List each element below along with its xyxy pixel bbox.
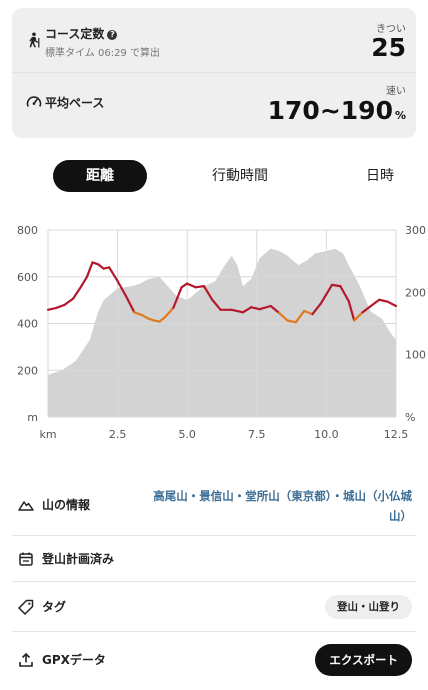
x-tick-label: 12.5 <box>384 428 409 441</box>
pace-line-segment <box>294 309 306 324</box>
pace-line-segment <box>85 261 94 278</box>
elevation-area <box>48 248 396 417</box>
pace-line-segment <box>369 298 381 308</box>
x-tick-label: 2.5 <box>109 428 127 441</box>
y-left-tick-label: 800 <box>17 224 38 237</box>
tab-distance[interactable]: 距離 <box>53 160 147 192</box>
separator: ・ <box>187 489 200 503</box>
mountain-list: 高尾山・景信山・堂所山（東京都）・城山（小仏城山） <box>142 486 412 526</box>
hiker-icon <box>26 32 42 48</box>
pace-line-segment <box>361 304 372 314</box>
elevation-pace-chart: 800 600 400 200 m 300 200 100% km 2.5 5.0 7.5 10.0 12… <box>17 224 426 441</box>
x-unit-label: km <box>39 428 56 441</box>
climb-plan-label: 登山計画済み <box>42 552 115 566</box>
pace-line-segment <box>55 303 66 310</box>
separator: ・ <box>233 489 246 503</box>
pace-line-segment <box>378 298 389 303</box>
pace-line-segment <box>71 284 83 300</box>
pace-line-segment <box>278 311 289 322</box>
y-right-tick-label: 100 <box>405 349 426 362</box>
y-left-tick-label: 400 <box>17 318 38 331</box>
pace-line-segment <box>241 306 253 314</box>
mountain-link[interactable]: 城山（小仏城山） <box>343 489 412 523</box>
separator: ・ <box>331 489 344 503</box>
y-left-unit-label: m <box>27 411 38 424</box>
mountain-link[interactable]: 堂所山（東京都） <box>245 489 332 503</box>
y-right-unit-label: % <box>405 411 415 424</box>
tag-icon <box>18 599 34 615</box>
pace-line-segment <box>311 302 322 316</box>
y-right-tick-label: 200 <box>405 286 426 299</box>
pace-line-segment <box>353 311 364 322</box>
pace-range: 170~190 <box>267 96 393 125</box>
help-icon[interactable]: ? <box>107 30 118 40</box>
calendar-icon <box>18 551 34 567</box>
tab-active-time[interactable]: 行動時間 <box>212 168 268 184</box>
summary-card: コース定数? 標準タイム 06:29 で算出 きつい 25 平均ペース 速い 1… <box>12 8 416 138</box>
chart-axis-tabs: 距離 行動時間 日時 <box>0 160 428 192</box>
course-constant-value: 25 <box>371 33 406 62</box>
x-tick-label: 10.0 <box>314 428 339 441</box>
pace-line-segment <box>180 282 189 289</box>
difficulty-label: きつい <box>376 24 406 35</box>
pace-line-segment <box>80 275 89 288</box>
pace-line-segment <box>116 279 128 298</box>
pace-line-segment <box>250 306 261 311</box>
pace-line-segment <box>186 282 197 289</box>
pace-line-segment <box>230 308 244 314</box>
mountain-icon <box>18 497 34 513</box>
pace-line-segment <box>303 309 314 316</box>
mountain-link[interactable]: 高尾山 <box>153 489 188 503</box>
y-left-tick-label: 200 <box>17 364 38 377</box>
pace-line-segment <box>258 304 272 311</box>
tags-row: タグ 登山・山登り <box>12 582 416 632</box>
y-right-tick-label: 300 <box>405 224 426 237</box>
pace-unit: % <box>394 109 406 122</box>
pace-line-segment <box>163 306 175 319</box>
export-button[interactable]: エクスポート <box>315 644 412 676</box>
pace-line-segment <box>347 299 356 322</box>
pace-line-segment <box>158 316 166 323</box>
pace-line-segment <box>108 266 119 283</box>
card-divider <box>12 72 416 73</box>
pace-line-segment <box>339 284 350 303</box>
gpx-label: GPXデータ <box>42 653 106 667</box>
pace-line-segment <box>202 284 214 301</box>
gpx-row: GPXデータ エクスポート <box>12 632 416 688</box>
mountain-info-row: 山の情報 高尾山・景信山・堂所山（東京都）・城山（小仏城山） <box>12 478 416 536</box>
average-pace-value: 170~190% <box>268 96 406 125</box>
pace-line-segment <box>286 319 297 324</box>
pace-line-segment <box>386 300 398 308</box>
tag-chip[interactable]: 登山・山登り <box>325 595 412 619</box>
pace-line-segment <box>211 298 222 311</box>
pace-line-segment <box>124 294 136 314</box>
x-tick-label: 5.0 <box>178 428 196 441</box>
pace-line-segment <box>96 263 105 270</box>
pace-line-segment <box>46 306 58 311</box>
course-constant-title: コース定数? <box>45 25 118 42</box>
y-left-tick-label: 600 <box>17 271 38 284</box>
speedometer-icon <box>26 94 42 110</box>
tags-label: タグ <box>42 600 67 614</box>
pace-line-segment <box>133 311 144 317</box>
climb-plan-row[interactable]: 登山計画済み <box>12 536 416 582</box>
speed-label: 速い <box>386 86 406 97</box>
pace-line-segment <box>194 284 205 289</box>
mountain-info-label: 山の情報 <box>42 498 91 512</box>
upload-icon <box>18 652 34 668</box>
pace-line-segment <box>330 283 342 288</box>
tab-datetime[interactable]: 日時 <box>366 168 394 184</box>
x-tick-label: 7.5 <box>248 428 266 441</box>
mountain-link[interactable]: 景信山 <box>199 489 234 503</box>
standard-time-note: 標準タイム 06:29 で算出 <box>45 48 160 59</box>
pace-line-segment <box>269 304 281 315</box>
pace-line-segment <box>63 297 75 306</box>
average-pace-title: 平均ペース <box>45 96 105 110</box>
pace-line-segment <box>172 286 183 310</box>
pace-line-segment <box>319 283 334 305</box>
